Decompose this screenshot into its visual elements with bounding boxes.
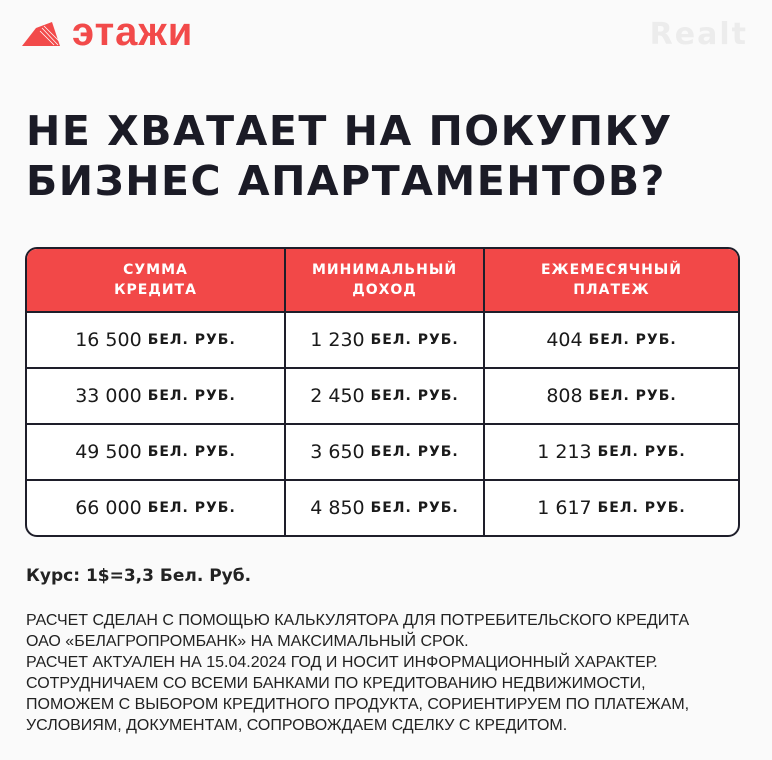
table-row: 49 500 БЕЛ. РУБ. 3 650 БЕЛ. РУБ. 1 213 БЕЛ. Р… (27, 423, 738, 479)
brand-logo: этажи (22, 12, 193, 52)
table-cell: 1 213 БЕЛ. РУБ. (483, 425, 738, 479)
currency-unit: БЕЛ. РУБ. (370, 332, 459, 348)
table-cell: 404 БЕЛ. РУБ. (483, 313, 738, 367)
amount: 1 617 (537, 497, 592, 519)
currency-unit: БЕЛ. РУБ. (147, 444, 236, 460)
table-cell: 4 850 БЕЛ. РУБ. (284, 481, 483, 535)
amount: 66 000 (75, 497, 142, 519)
table-row: 33 000 БЕЛ. РУБ. 2 450 БЕЛ. РУБ. 808 БЕЛ. РУБ… (27, 367, 738, 423)
amount: 3 650 (310, 441, 365, 463)
amount: 1 230 (310, 329, 365, 351)
table-cell: 66 000 БЕЛ. РУБ. (27, 481, 284, 535)
currency-unit: БЕЛ. РУБ. (147, 388, 236, 404)
amount: 4 850 (310, 497, 365, 519)
table-cell: 33 000 БЕЛ. РУБ. (27, 369, 284, 423)
table-body: 16 500 БЕЛ. РУБ. 1 230 БЕЛ. РУБ. 404 БЕЛ. РУБ… (27, 311, 738, 535)
currency-unit: БЕЛ. РУБ. (147, 332, 236, 348)
amount: 33 000 (75, 385, 142, 407)
page-title: НЕ ХВАТАЕТ НА ПОКУПКУ БИЗНЕС АПАРТАМЕНТО… (26, 106, 673, 206)
header-line: МИНИМАЛЬНЫЙ (311, 262, 458, 278)
amount: 404 (546, 329, 583, 351)
currency-unit: БЕЛ. РУБ. (370, 444, 459, 460)
currency-unit: БЕЛ. РУБ. (597, 500, 686, 516)
header-line: ПЛАТЕЖ (573, 282, 650, 298)
disclaimer-line: РАСЧЕТ АКТУАЛЕН НА 15.04.2024 ГОД И НОСИ… (26, 654, 658, 671)
currency-unit: БЕЛ. РУБ. (370, 388, 459, 404)
disclaimer-line: УСЛОВИЯМ, ДОКУМЕНТАМ, СОПРОВОЖДАЕМ СДЕЛК… (26, 717, 568, 734)
amount: 49 500 (75, 441, 142, 463)
title-line-1: НЕ ХВАТАЕТ НА ПОКУПКУ (26, 107, 673, 155)
exchange-rate: Курс: 1$=3,3 Бел. Руб. (26, 566, 252, 586)
title-line-2: БИЗНЕС АПАРТАМЕНТОВ? (26, 157, 666, 205)
table-cell: 16 500 БЕЛ. РУБ. (27, 313, 284, 367)
table-row: 66 000 БЕЛ. РУБ. 4 850 БЕЛ. РУБ. 1 617 БЕЛ. Р… (27, 479, 738, 535)
currency-unit: БЕЛ. РУБ. (588, 388, 677, 404)
disclaimer: РАСЧЕТ СДЕЛАН С ПОМОЩЬЮ КАЛЬКУЛЯТОРА ДЛЯ… (26, 610, 689, 736)
table-header: СУММА КРЕДИТА МИНИМАЛЬНЫЙ ДОХОД ЕЖЕМЕСЯЧНЫ… (27, 249, 738, 311)
disclaimer-line: ОАО «БЕЛАГРОПРОМБАНК» НА МАКСИМАЛЬНЫЙ СР… (26, 633, 469, 650)
disclaimer-line: СОТРУДНИЧАЕМ СО ВСЕМИ БАНКАМИ ПО КРЕДИТО… (26, 675, 646, 692)
header-cell: СУММА КРЕДИТА (27, 249, 284, 311)
header-line: СУММА (123, 262, 188, 278)
header-line: КРЕДИТА (114, 282, 197, 298)
table-cell: 1 617 БЕЛ. РУБ. (483, 481, 738, 535)
table-cell: 1 230 БЕЛ. РУБ. (284, 313, 483, 367)
currency-unit: БЕЛ. РУБ. (147, 500, 236, 516)
table-row: 16 500 БЕЛ. РУБ. 1 230 БЕЛ. РУБ. 404 БЕЛ. РУБ… (27, 311, 738, 367)
table-cell: 3 650 БЕЛ. РУБ. (284, 425, 483, 479)
credit-table: СУММА КРЕДИТА МИНИМАЛЬНЫЙ ДОХОД ЕЖЕМЕСЯЧНЫ… (25, 247, 740, 537)
disclaimer-line: РАСЧЕТ СДЕЛАН С ПОМОЩЬЮ КАЛЬКУЛЯТОРА ДЛЯ… (26, 612, 690, 629)
amount: 2 450 (310, 385, 365, 407)
amount: 808 (546, 385, 583, 407)
header-cell: ЕЖЕМЕСЯЧНЫЙ ПЛАТЕЖ (483, 249, 738, 311)
currency-unit: БЕЛ. РУБ. (597, 444, 686, 460)
currency-unit: БЕЛ. РУБ. (370, 500, 459, 516)
header-line: ДОХОД (352, 282, 417, 298)
amount: 16 500 (75, 329, 142, 351)
amount: 1 213 (537, 441, 592, 463)
watermark: Realt (649, 17, 748, 52)
currency-unit: БЕЛ. РУБ. (588, 332, 677, 348)
brand-name: этажи (72, 10, 194, 54)
table-cell: 49 500 БЕЛ. РУБ. (27, 425, 284, 479)
table-cell: 2 450 БЕЛ. РУБ. (284, 369, 483, 423)
building-icon (22, 22, 60, 46)
header-line: ЕЖЕМЕСЯЧНЫЙ (540, 262, 683, 278)
disclaimer-line: ПОМОЖЕМ С ВЫБОРОМ КРЕДИТНОГО ПРОДУКТА, С… (26, 696, 690, 713)
table-cell: 808 БЕЛ. РУБ. (483, 369, 738, 423)
header-cell: МИНИМАЛЬНЫЙ ДОХОД (284, 249, 483, 311)
